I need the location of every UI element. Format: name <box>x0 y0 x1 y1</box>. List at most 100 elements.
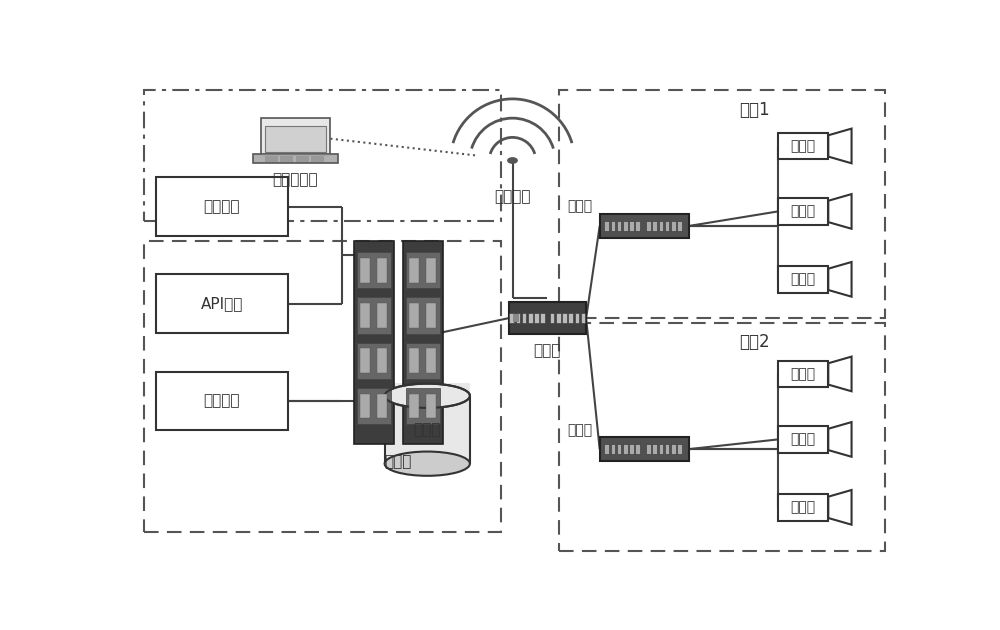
Text: 前端界面: 前端界面 <box>204 199 240 214</box>
Bar <box>156 178 288 236</box>
Bar <box>354 241 394 444</box>
Bar <box>559 90 885 318</box>
Text: 摄像头: 摄像头 <box>791 204 816 219</box>
Bar <box>426 303 436 328</box>
Bar <box>659 220 663 231</box>
Bar <box>406 388 440 424</box>
Bar <box>778 494 828 520</box>
Bar <box>522 313 526 323</box>
Bar <box>156 275 288 333</box>
Bar <box>261 118 330 154</box>
Bar <box>426 394 436 418</box>
Bar <box>611 444 615 454</box>
Bar <box>581 313 585 323</box>
Bar <box>778 132 828 159</box>
Bar <box>377 394 387 418</box>
Bar <box>385 382 470 396</box>
Bar <box>677 444 682 454</box>
Text: 局域网: 局域网 <box>534 343 561 358</box>
Bar <box>562 313 567 323</box>
Bar <box>357 252 391 289</box>
Bar <box>426 348 436 373</box>
Bar <box>360 394 370 418</box>
Bar <box>556 313 561 323</box>
Polygon shape <box>828 129 852 163</box>
Bar <box>617 444 621 454</box>
Text: 交换机: 交换机 <box>567 200 592 214</box>
Bar <box>377 303 387 328</box>
Bar <box>600 214 689 238</box>
Bar <box>623 220 628 231</box>
Bar <box>665 220 669 231</box>
Bar <box>516 313 520 323</box>
Bar <box>360 258 370 283</box>
Bar <box>406 343 440 379</box>
Text: API服务: API服务 <box>201 296 243 311</box>
Bar <box>280 156 293 162</box>
Bar <box>403 241 443 444</box>
Bar <box>509 302 586 334</box>
Bar <box>296 156 309 162</box>
Bar <box>528 313 533 323</box>
Bar <box>778 198 828 225</box>
Bar <box>409 303 419 328</box>
Text: 摄像头: 摄像头 <box>791 272 816 287</box>
Bar <box>646 444 651 454</box>
Bar <box>604 220 609 231</box>
Bar <box>574 313 579 323</box>
Bar <box>671 444 676 454</box>
Bar <box>540 313 545 323</box>
Bar <box>357 343 391 379</box>
Bar <box>406 297 440 333</box>
Bar <box>604 444 609 454</box>
Bar <box>623 444 628 454</box>
Text: 摄像头: 摄像头 <box>791 367 816 381</box>
Bar <box>409 394 419 418</box>
Ellipse shape <box>385 452 470 476</box>
Bar <box>635 444 640 454</box>
Polygon shape <box>828 422 852 457</box>
Bar <box>509 313 514 323</box>
Ellipse shape <box>385 384 470 408</box>
Text: 人脸识别: 人脸识别 <box>204 393 240 408</box>
Text: 区域2: 区域2 <box>739 333 770 352</box>
Bar <box>357 297 391 333</box>
Bar <box>360 348 370 373</box>
Bar <box>360 303 370 328</box>
Bar <box>778 266 828 293</box>
Bar <box>652 444 657 454</box>
Bar <box>665 444 669 454</box>
Bar <box>264 156 278 162</box>
Bar <box>144 241 501 532</box>
Bar <box>617 220 621 231</box>
Bar <box>144 90 501 221</box>
Bar <box>534 313 539 323</box>
Bar <box>253 154 338 163</box>
Polygon shape <box>828 194 852 229</box>
Bar <box>385 396 470 464</box>
Bar <box>611 220 615 231</box>
Bar <box>629 220 634 231</box>
Bar <box>629 444 634 454</box>
Text: 数据库: 数据库 <box>414 422 441 437</box>
Polygon shape <box>828 490 852 525</box>
Bar <box>512 314 519 322</box>
Bar <box>311 156 324 162</box>
Polygon shape <box>828 262 852 297</box>
Polygon shape <box>828 357 852 391</box>
Bar <box>646 220 651 231</box>
Text: 摄像头: 摄像头 <box>791 500 816 514</box>
Bar <box>671 220 676 231</box>
Bar <box>659 444 663 454</box>
Bar <box>635 220 640 231</box>
Bar <box>357 388 391 424</box>
Bar <box>652 220 657 231</box>
Circle shape <box>507 157 518 164</box>
Text: 区域1: 区域1 <box>739 101 770 118</box>
Bar <box>409 258 419 283</box>
Text: 浏览器访问: 浏览器访问 <box>273 173 318 188</box>
Bar <box>377 348 387 373</box>
Bar <box>426 258 436 283</box>
Bar <box>677 220 682 231</box>
Text: 无线信号: 无线信号 <box>494 190 531 204</box>
